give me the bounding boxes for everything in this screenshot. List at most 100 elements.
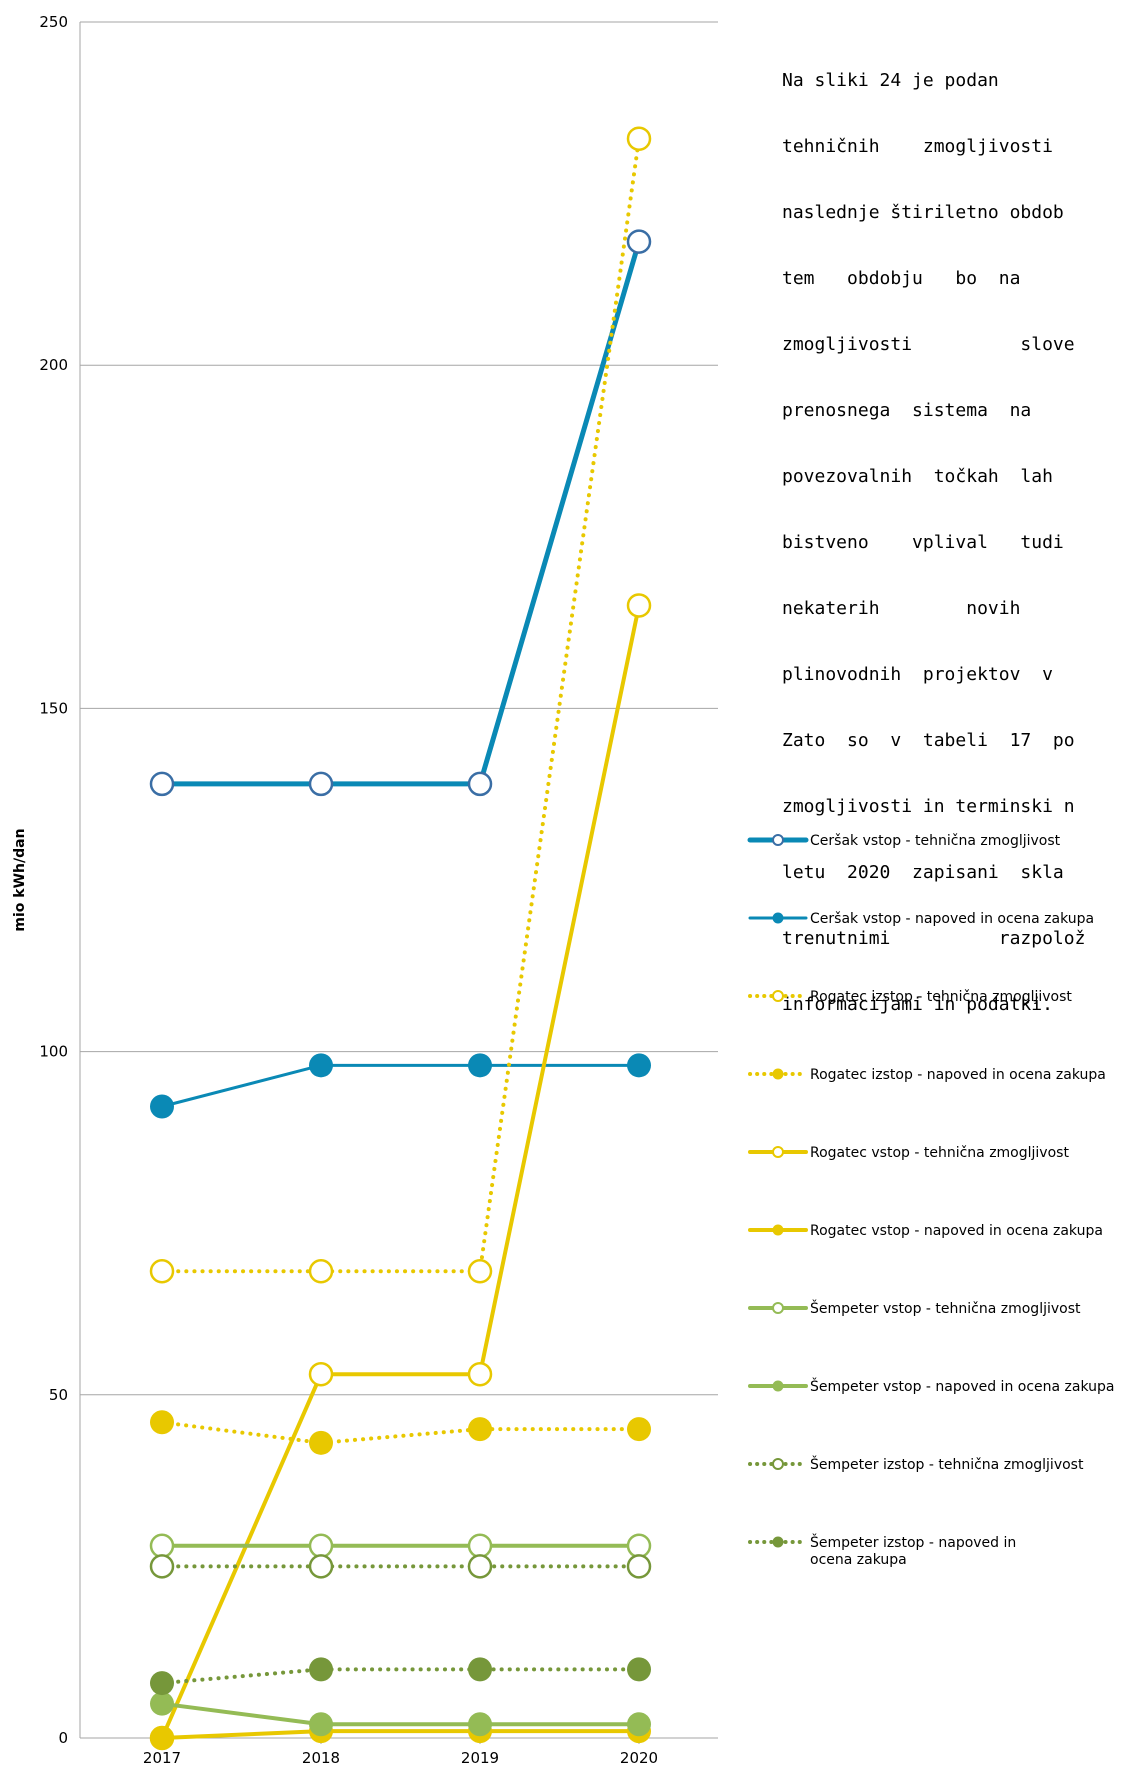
paragraph-line: nekaterih novih <box>782 598 1021 619</box>
data-point <box>150 1726 174 1750</box>
legend-label-line: Rogatec vstop - napoved in ocena zakupa <box>810 1223 1103 1239</box>
series-line <box>160 136 641 1274</box>
legend-label-line: Šempeter vstop - napoved in ocena zakupa <box>810 1377 1115 1395</box>
series-line <box>160 1701 641 1727</box>
x-tick-label: 2017 <box>143 1749 181 1767</box>
data-point <box>626 1554 652 1579</box>
data-point <box>468 1657 492 1682</box>
paragraph-line: Zato so v tabeli 17 po <box>782 730 1075 751</box>
legend-label: Šempeter vstop - napoved in ocena zakupa <box>810 1377 1115 1395</box>
data-point <box>467 1554 493 1579</box>
x-tick-label: 2020 <box>620 1749 658 1767</box>
y-tick-label: 50 <box>49 1386 68 1404</box>
gridlines <box>80 21 718 1739</box>
paragraph-line: informacijami in podatki. <box>782 994 1053 1015</box>
series-line <box>160 603 641 1740</box>
series <box>149 126 652 1751</box>
y-tick-label: 200 <box>39 356 68 374</box>
data-point <box>626 593 652 618</box>
paragraph-line: bistveno vplival tudi <box>782 532 1064 553</box>
data-point <box>627 1053 651 1078</box>
legend-marker <box>772 1302 784 1314</box>
legend-marker <box>772 1146 784 1158</box>
legend-label-line: Ceršak vstop - tehnična zmogljivost <box>810 833 1061 849</box>
x-tick-label: 2019 <box>461 1749 499 1767</box>
data-point <box>309 1657 333 1682</box>
data-point <box>467 1533 493 1559</box>
series-line <box>160 1667 641 1686</box>
y-tick-label: 250 <box>39 13 68 31</box>
paragraph-line: tehničnih zmogljivosti <box>782 136 1053 157</box>
data-point <box>467 771 493 797</box>
paragraph-line: zmogljivosti in terminski n <box>782 796 1075 817</box>
data-point <box>149 1533 175 1559</box>
legend-marker <box>772 834 784 846</box>
legend-label: Šempeter izstop - napoved in ocena zakupa <box>810 1533 1016 1568</box>
data-point <box>308 771 334 797</box>
data-point <box>627 1657 651 1682</box>
paragraph-line: prenosnega sistema na <box>782 400 1032 421</box>
legend-marker <box>772 1068 784 1080</box>
data-point <box>626 229 652 254</box>
data-point <box>309 1712 333 1737</box>
series-line <box>160 1729 641 1740</box>
legend-label-line: Šempeter izstop - tehnična zmogljivost <box>810 1455 1084 1473</box>
legend-label-line: Šempeter izstop - napoved in <box>810 1533 1016 1551</box>
legend-label: Šempeter izstop - tehnična zmogljivost <box>810 1455 1084 1473</box>
data-point <box>308 1258 334 1284</box>
legend-label-line: Rogatec vstop - tehnična zmogljivost <box>810 1145 1069 1161</box>
paragraph-line: tem obdobju bo na <box>782 268 1021 289</box>
data-point <box>467 1361 493 1387</box>
data-point <box>150 1094 174 1119</box>
data-point <box>309 1430 333 1455</box>
axes: 0 50 100 150 200 250 mio kWh/dan 2017 2018 2019 20… <box>12 13 658 1767</box>
data-point <box>468 1712 492 1737</box>
legend-label-line: Rogatec izstop - napoved in ocena zakupa <box>810 1067 1106 1083</box>
data-point <box>150 1691 174 1716</box>
legend: Ceršak vstop - tehnična zmogljivost Cerša… <box>747 833 1115 1568</box>
legend-label: Šempeter vstop - tehnična zmogljivost <box>810 1299 1081 1317</box>
y-tick-label: 0 <box>58 1729 68 1747</box>
legend-marker <box>772 1536 784 1548</box>
legend-label: Rogatec izstop - tehnična zmogljivost <box>810 989 1072 1005</box>
legend-label: Ceršak vstop - napoved in ocena zakupa <box>810 911 1094 927</box>
legend-label: Ceršak vstop - tehnična zmogljivost <box>810 833 1061 849</box>
series-line <box>160 1063 641 1109</box>
legend-label-line: Ceršak vstop - napoved in ocena zakupa <box>810 911 1094 927</box>
data-point <box>309 1053 333 1078</box>
data-point <box>149 1554 175 1579</box>
legend-label-line: Rogatec izstop - tehnična zmogljivost <box>810 989 1072 1005</box>
data-point <box>627 1417 651 1442</box>
legend-marker <box>772 912 784 924</box>
paragraph-line: plinovodnih projektov v <box>782 664 1053 685</box>
data-point <box>150 1671 174 1696</box>
data-point <box>308 1361 334 1387</box>
y-tick-label: 150 <box>39 699 68 717</box>
paragraph-line: trenutnimi razpolož <box>782 928 1086 949</box>
data-point <box>468 1417 492 1442</box>
legend-label-line: ocena zakupa <box>810 1552 907 1568</box>
y-tick-label: 100 <box>39 1043 68 1061</box>
series-line <box>160 1420 641 1445</box>
data-point <box>468 1053 492 1078</box>
data-point <box>149 1258 175 1284</box>
data-point <box>627 1712 651 1737</box>
data-point <box>626 1533 652 1559</box>
data-point <box>149 771 175 797</box>
legend-label: Rogatec izstop - napoved in ocena zakupa <box>810 1067 1106 1083</box>
y-axis-label: mio kWh/dan <box>12 828 28 931</box>
legend-marker <box>772 990 784 1002</box>
data-point <box>308 1533 334 1559</box>
legend-marker <box>772 1224 784 1236</box>
series-line <box>159 239 642 787</box>
paragraph-line: povezovalnih točkah lah <box>782 466 1053 487</box>
data-point <box>626 126 652 151</box>
paragraph-line: letu 2020 zapisani skla <box>782 862 1064 883</box>
legend-label: Rogatec vstop - tehnična zmogljivost <box>810 1145 1069 1161</box>
data-point <box>467 1258 493 1284</box>
legend-marker <box>772 1458 784 1470</box>
legend-label-line: Šempeter vstop - tehnična zmogljivost <box>810 1299 1081 1317</box>
paragraph-line: zmogljivosti slove <box>782 334 1075 355</box>
x-tick-label: 2018 <box>302 1749 340 1767</box>
